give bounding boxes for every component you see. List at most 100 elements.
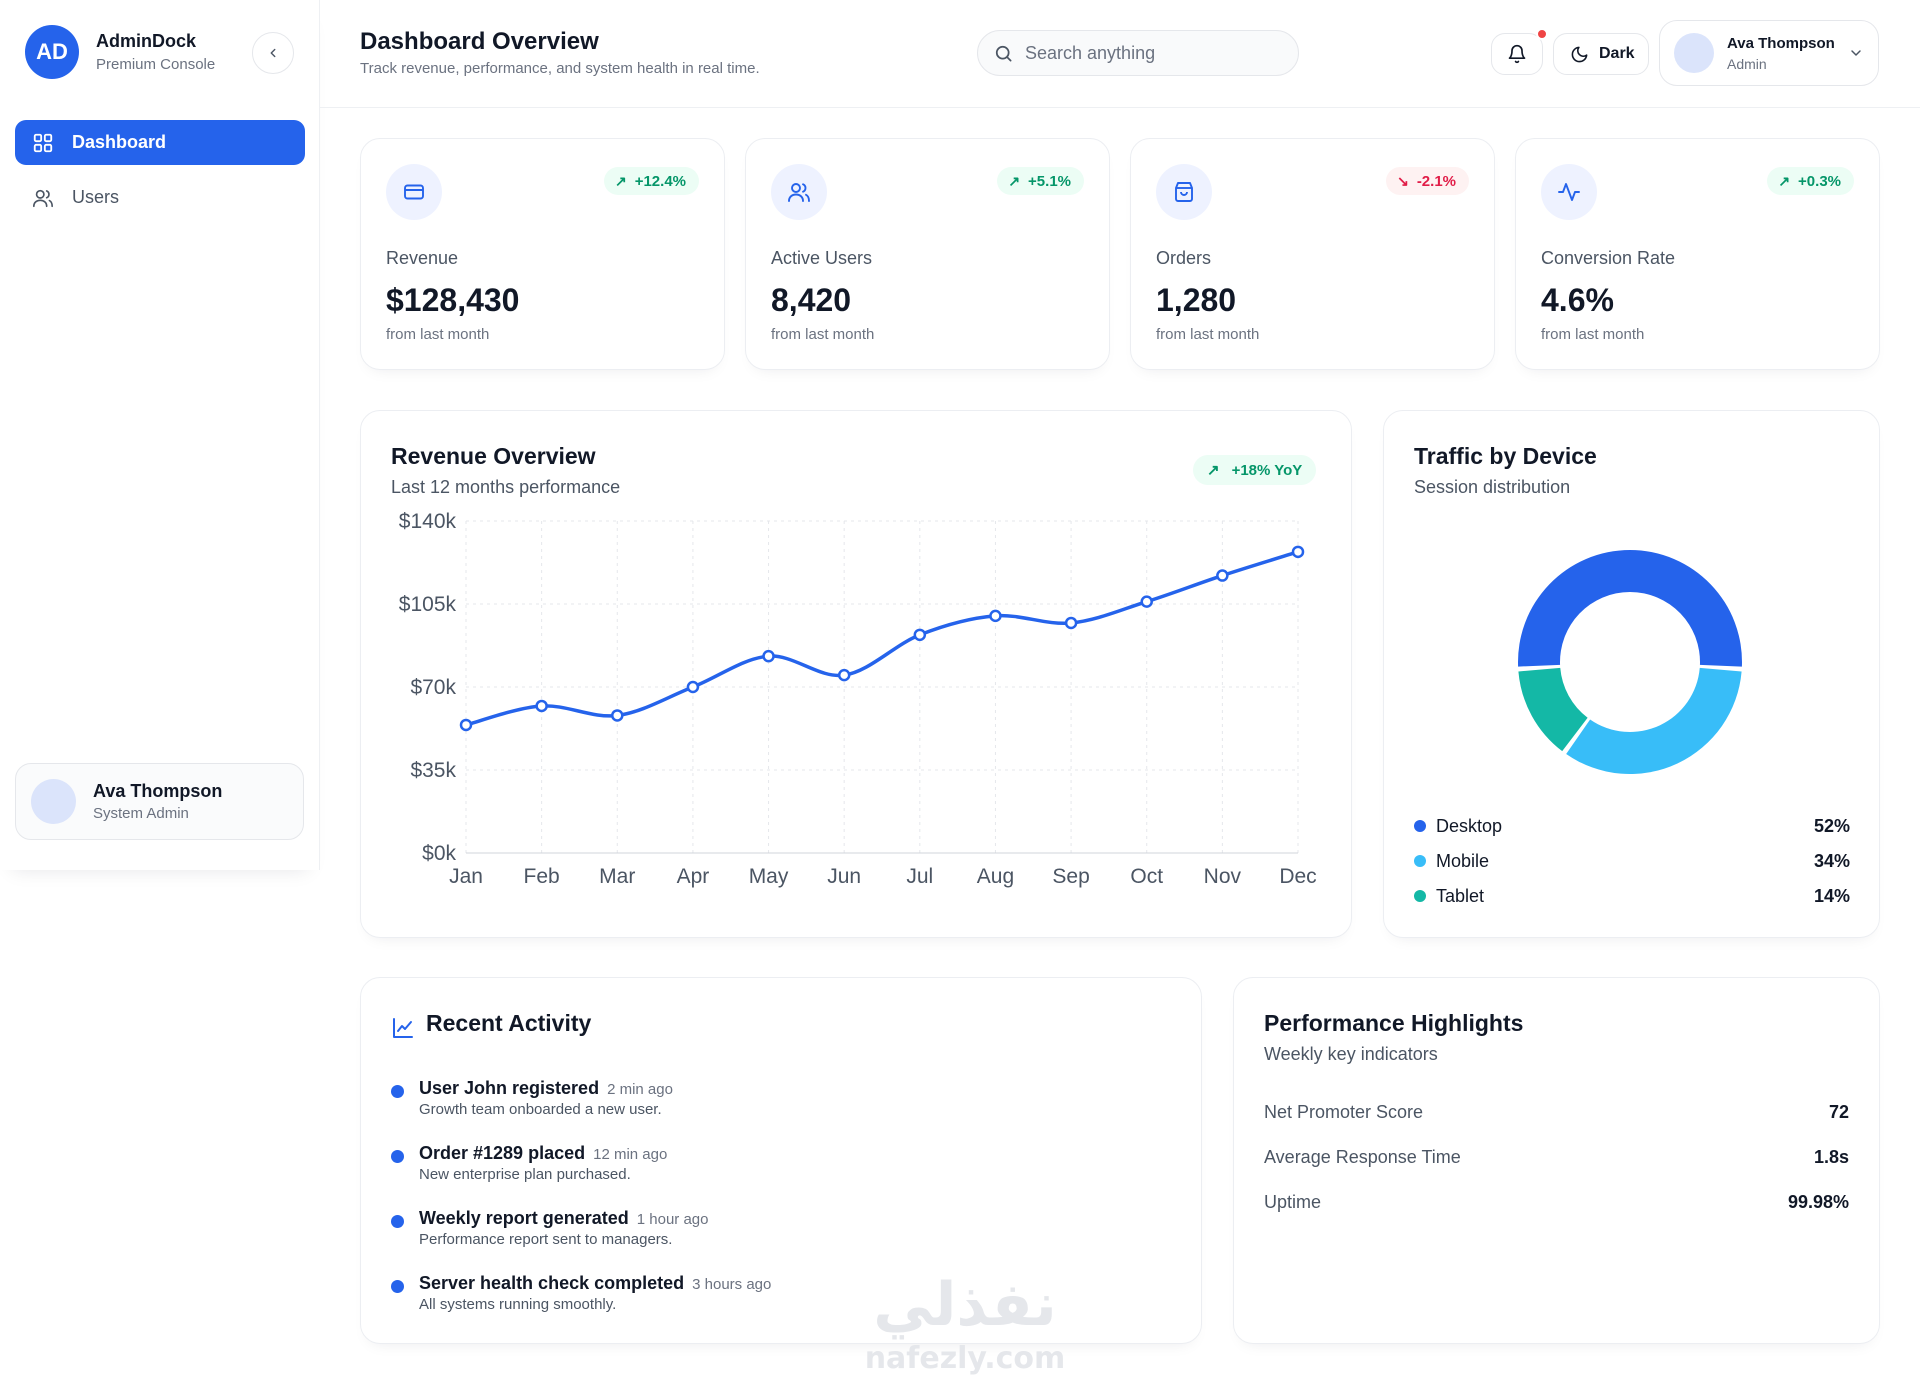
- legend-dot: [1414, 820, 1426, 832]
- panel-title: Performance Highlights: [1264, 1010, 1524, 1036]
- x-tick-label: Jan: [449, 865, 483, 888]
- data-point[interactable]: [459, 718, 473, 732]
- performance-highlights-panel: Performance Highlights Weekly key indica…: [1233, 977, 1880, 1344]
- metric-label: Average Response Time: [1264, 1147, 1461, 1167]
- stat-value: $128,430: [386, 282, 520, 318]
- stat-subtext: from last month: [386, 326, 490, 343]
- traffic-by-device-panel: Traffic by Device Session distribution D…: [1383, 410, 1880, 938]
- sidebar-item-label: Users: [72, 187, 120, 207]
- sidebar-nav: Dashboard Users: [15, 120, 305, 230]
- data-point[interactable]: [913, 628, 927, 642]
- activity-title: Weekly report generated: [419, 1208, 629, 1228]
- x-tick-label: Jun: [827, 865, 861, 888]
- profile-menu-button[interactable]: Ava Thompson Admin: [1659, 20, 1879, 86]
- data-point[interactable]: [1064, 616, 1078, 630]
- legend-value: 52%: [1813, 815, 1850, 836]
- brand-name: AdminDock: [96, 31, 197, 51]
- donut-slice-mobile[interactable]: [1566, 667, 1742, 774]
- arrow-up-right-icon: ↗: [1008, 172, 1021, 189]
- data-point[interactable]: [1140, 595, 1153, 608]
- sidebar-item-users[interactable]: Users: [15, 175, 305, 220]
- data-point[interactable]: [837, 668, 851, 682]
- sidebar-user-role: System Admin: [93, 805, 189, 822]
- data-point[interactable]: [535, 699, 548, 713]
- y-tick-label: $140k: [399, 510, 457, 533]
- chevron-left-icon: [270, 48, 276, 58]
- theme-toggle-label: Dark: [1599, 45, 1635, 62]
- y-tick-label: $70k: [410, 676, 456, 699]
- stat-card-active-users: ↗ +5.1% Active Users 8,420 from last mont…: [745, 138, 1110, 370]
- watermark: نفذلي nafezly.com: [855, 1275, 1075, 1376]
- x-tick-label: Mar: [599, 865, 635, 888]
- stat-value: 1,280: [1156, 282, 1237, 318]
- x-tick-label: Aug: [977, 865, 1014, 888]
- brand[interactable]: AD AdminDock Premium Console: [25, 25, 215, 79]
- data-point[interactable]: [989, 609, 1002, 623]
- shopping-bag-icon: [1156, 164, 1212, 220]
- data-point[interactable]: [686, 680, 700, 694]
- brand-logo: AD: [25, 25, 79, 79]
- legend-label: Mobile: [1436, 850, 1490, 871]
- x-tick-label: Dec: [1279, 865, 1316, 888]
- legend-item-mobile: Mobile 34%: [1414, 848, 1850, 874]
- sidebar-user-card[interactable]: Ava Thompson System Admin: [15, 763, 304, 840]
- chart-grid: [465, 520, 1299, 853]
- data-point[interactable]: [1216, 569, 1229, 582]
- x-tick-label: Feb: [524, 865, 560, 888]
- arrow-up-right-icon: ↗: [1778, 172, 1791, 189]
- activity-description: All systems running smoothly.: [419, 1296, 617, 1313]
- metric-row: Net Promoter Score 72: [1264, 1102, 1849, 1123]
- theme-toggle-button[interactable]: Dark: [1553, 33, 1649, 75]
- legend-dot: [1414, 890, 1426, 902]
- sidebar-item-dashboard[interactable]: Dashboard: [15, 120, 305, 165]
- revenue-overview-panel: Revenue Overview Last 12 months performa…: [360, 410, 1352, 938]
- stat-value: 4.6%: [1541, 282, 1614, 318]
- collapse-sidebar-button[interactable]: [252, 32, 294, 74]
- notification-dot: [1536, 28, 1548, 40]
- panel-subtitle: Last 12 months performance: [391, 477, 621, 497]
- activity-title: Server health check completed: [419, 1273, 685, 1293]
- metric-row: Uptime 99.98%: [1264, 1192, 1849, 1213]
- data-point[interactable]: [762, 649, 775, 663]
- users-icon: [771, 164, 827, 220]
- metric-value: 99.98%: [1787, 1192, 1849, 1212]
- x-tick-label: Jul: [906, 865, 933, 888]
- data-point[interactable]: [1291, 545, 1305, 559]
- arrow-down-right-icon: ↘: [1397, 172, 1409, 189]
- stat-value: 8,420: [771, 282, 852, 318]
- change-badge: ↗ +5.1%: [997, 167, 1084, 195]
- activity-icon: [1541, 164, 1597, 220]
- credit-card-icon: [386, 164, 442, 220]
- legend-dot: [1414, 855, 1426, 867]
- data-point[interactable]: [611, 709, 624, 722]
- stat-subtext: from last month: [771, 326, 875, 343]
- donut-slice-desktop[interactable]: [1518, 549, 1742, 667]
- activity-time: 12 min ago: [593, 1146, 668, 1163]
- x-tick-label: Sep: [1052, 865, 1089, 888]
- arrow-up-right-icon: ↗: [1207, 462, 1220, 479]
- activity-dot: [391, 1085, 404, 1098]
- page-title: Dashboard Overview: [360, 28, 599, 55]
- legend-value: 14%: [1813, 885, 1850, 906]
- change-badge: ↘ -2.1%: [1386, 167, 1469, 195]
- stat-label: Conversion Rate: [1541, 248, 1676, 268]
- activity-dot: [391, 1215, 404, 1228]
- watermark-arabic: نفذلي: [873, 1270, 1057, 1340]
- stat-subtext: from last month: [1541, 326, 1645, 343]
- search-box[interactable]: [977, 30, 1299, 76]
- x-tick-label: Apr: [677, 865, 710, 888]
- y-tick-label: $105k: [399, 593, 457, 616]
- legend-value: 34%: [1813, 850, 1850, 871]
- profile-role: Admin: [1727, 55, 1767, 72]
- x-tick-label: Oct: [1130, 865, 1163, 888]
- stat-card-orders: ↘ -2.1% Orders 1,280 from last month: [1130, 138, 1495, 370]
- activity-time: 3 hours ago: [692, 1276, 772, 1293]
- users-icon: [31, 186, 55, 210]
- brand-subtitle: Premium Console: [96, 56, 216, 73]
- donut-slice-tablet[interactable]: [1518, 667, 1588, 752]
- grid-icon: [31, 131, 55, 155]
- sidebar-item-label: Dashboard: [72, 132, 167, 152]
- panel-subtitle: Session distribution: [1414, 477, 1571, 497]
- notifications-button[interactable]: [1491, 33, 1543, 75]
- search-input[interactable]: [1025, 42, 1285, 64]
